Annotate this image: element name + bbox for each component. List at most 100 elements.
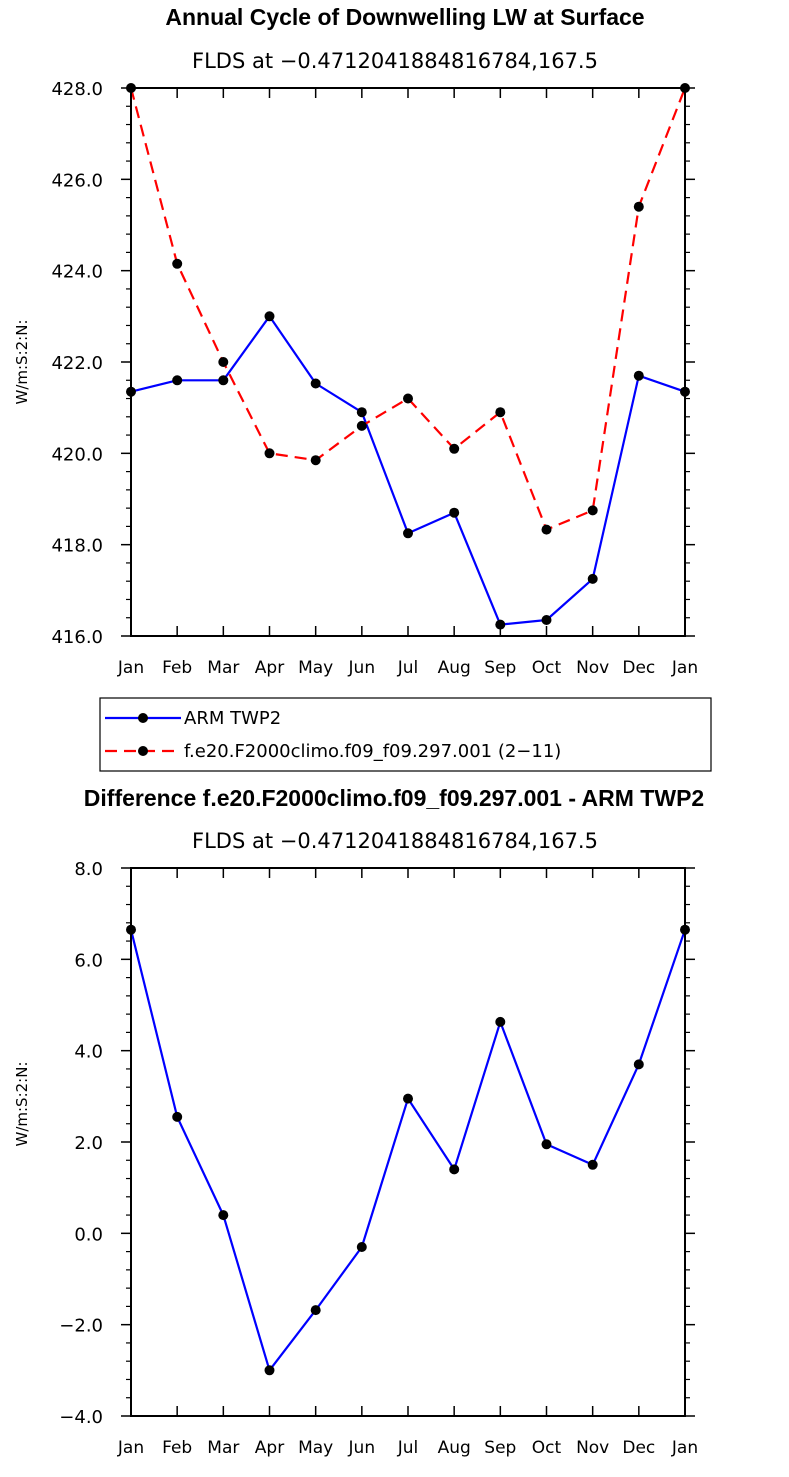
- legend-label-model: f.e20.F2000climo.f09_f09.297.001 (2−11): [184, 741, 561, 762]
- panel-difference: Difference f.e20.F2000climo.f09_f09.297.…: [13, 785, 704, 1458]
- legend-marker-arm: [138, 713, 148, 723]
- data-point-0-10: [587, 573, 598, 584]
- chart-subtitle: FLDS at −0.4712041884816784,167.5: [192, 829, 598, 853]
- data-point-1-0: [126, 83, 136, 93]
- x-tick-label: Sep: [484, 1438, 516, 1458]
- data-point-0-0: [126, 924, 136, 935]
- y-tick-label: 0.0: [74, 1224, 103, 1245]
- plot-frame: [130, 867, 686, 1417]
- data-point-0-5: [356, 1242, 367, 1252]
- panel-annual-cycle: Annual Cycle of Downwelling LW at Surfac…: [13, 4, 712, 772]
- y-tick-label: 2.0: [74, 1133, 103, 1154]
- x-tick-label: Oct: [532, 658, 562, 678]
- x-tick-label: Jan: [671, 1438, 698, 1458]
- y-tick-label: 6.0: [74, 950, 103, 971]
- x-tick-label: Apr: [255, 658, 284, 678]
- data-point-0-9: [541, 1139, 552, 1150]
- legend-marker-model: [138, 746, 148, 756]
- y-tick-label: 422.0: [51, 353, 103, 374]
- x-tick-label: May: [298, 1438, 333, 1458]
- x-tick-label: Mar: [207, 658, 239, 678]
- x-tick-label: Aug: [438, 658, 471, 678]
- x-tick-label: Feb: [162, 1438, 192, 1458]
- data-point-0-1: [172, 1111, 183, 1122]
- y-tick-label: −2.0: [59, 1316, 103, 1337]
- y-tick-label: −4.0: [59, 1407, 103, 1428]
- y-axis-title: W/m:S:2:N:: [13, 1062, 31, 1147]
- plot-area-difference: Jan Feb Mar Apr May Jun Jul Aug Sep Oct Nov Dec Jan−…: [59, 859, 698, 1458]
- x-tick-label: Jun: [348, 658, 376, 678]
- data-point-0-0: [126, 386, 136, 397]
- data-point-0-3: [264, 311, 275, 322]
- x-tick-label: Dec: [622, 1438, 655, 1458]
- series-line-0: [129, 929, 687, 1372]
- chart-title: Difference f.e20.F2000climo.f09_f09.297.…: [84, 785, 704, 811]
- data-point-0-11: [633, 1059, 644, 1070]
- data-point-0-2: [218, 1210, 229, 1221]
- chart-title: Annual Cycle of Downwelling LW at Surfac…: [165, 4, 644, 30]
- data-point-1-10: [587, 505, 598, 516]
- data-point-0-4: [310, 378, 321, 389]
- data-point-0-6: [403, 1093, 413, 1104]
- x-tick-label: Nov: [576, 1438, 609, 1458]
- plot-area-annual-cycle: Jan Feb Mar Apr May Jun Jul Aug Sep Oct Nov Dec Jan 4…: [51, 79, 698, 678]
- x-tick-label: Mar: [207, 1438, 239, 1458]
- x-tick-label: May: [298, 658, 333, 678]
- legend: ARM TWP2 f.e20.F2000climo.f09_f09.297.00…: [99, 697, 712, 772]
- legend-box: [99, 697, 712, 772]
- data-point-1-5: [356, 420, 367, 431]
- data-point-0-9: [541, 615, 552, 625]
- data-point-0-4: [310, 1305, 321, 1316]
- x-tick-label: Jan: [117, 1438, 144, 1458]
- x-tick-label: Jun: [348, 1438, 376, 1458]
- data-point-1-3: [264, 448, 275, 459]
- data-point-1-7: [449, 443, 460, 454]
- data-point-0-12: [680, 386, 690, 397]
- x-tick-label: Apr: [255, 1438, 284, 1458]
- chart-subtitle: FLDS at −0.4712041884816784,167.5: [192, 49, 598, 73]
- data-point-0-6: [403, 528, 413, 539]
- data-point-1-12: [680, 83, 690, 93]
- data-point-1-9: [541, 524, 552, 535]
- y-tick-label: 420.0: [51, 444, 103, 465]
- data-point-1-6: [403, 393, 413, 404]
- x-tick-label: Feb: [162, 658, 192, 678]
- y-tick-label: 426.0: [51, 170, 103, 191]
- data-point-1-8: [495, 407, 506, 418]
- data-point-1-1: [172, 258, 183, 269]
- data-point-0-3: [264, 1365, 275, 1376]
- x-tick-label: Jan: [671, 658, 698, 678]
- legend-label-arm: ARM TWP2: [184, 708, 281, 729]
- data-point-0-5: [356, 407, 367, 418]
- x-tick-label: Aug: [438, 1438, 471, 1458]
- x-tick-label: Dec: [622, 658, 655, 678]
- data-point-0-8: [495, 1016, 506, 1027]
- data-point-0-10: [587, 1159, 598, 1170]
- data-point-0-8: [495, 619, 506, 630]
- series-line-1: [129, 87, 687, 531]
- y-tick-label: 4.0: [74, 1042, 103, 1063]
- data-point-0-1: [172, 375, 183, 386]
- data-point-1-2: [218, 357, 229, 367]
- x-tick-label: Jul: [397, 1438, 419, 1458]
- y-tick-label: 424.0: [51, 262, 103, 283]
- x-tick-label: Jul: [397, 658, 419, 678]
- data-point-0-7: [449, 507, 460, 518]
- data-point-0-12: [680, 924, 690, 935]
- data-point-1-11: [633, 201, 644, 212]
- y-tick-label: 8.0: [74, 859, 103, 880]
- data-point-0-7: [449, 1164, 460, 1175]
- y-axis-title: W/m:S:2:N:: [13, 320, 31, 405]
- x-tick-label: Oct: [532, 1438, 562, 1458]
- data-point-0-11: [633, 370, 644, 381]
- y-tick-label: 416.0: [51, 627, 103, 648]
- series-line-0: [130, 315, 686, 626]
- x-tick-label: Sep: [484, 658, 516, 678]
- y-tick-label: 428.0: [51, 79, 103, 100]
- y-tick-label: 418.0: [51, 536, 103, 557]
- x-tick-label: Jan: [117, 658, 144, 678]
- x-tick-label: Nov: [576, 658, 609, 678]
- data-point-1-4: [310, 455, 321, 466]
- plot-frame: [130, 87, 686, 637]
